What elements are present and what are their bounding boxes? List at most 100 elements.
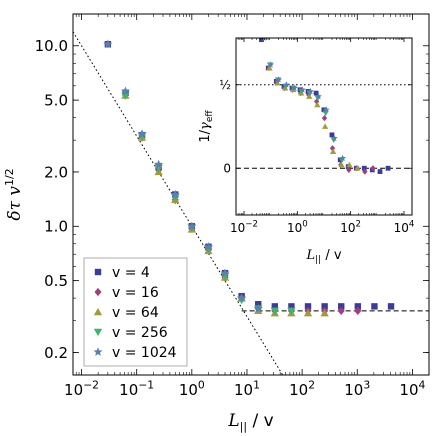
data-point	[346, 161, 353, 168]
data-point	[299, 86, 306, 93]
data-point	[154, 159, 164, 169]
x-tick-base: 10	[234, 381, 253, 399]
x-tick-exponent: 2	[308, 378, 315, 391]
data-point	[371, 303, 378, 310]
legend-label: v = 4	[112, 265, 150, 281]
x-tick-base: 10	[179, 381, 198, 399]
data-point	[204, 245, 213, 253]
x-tick-label: 102	[340, 220, 361, 235]
y-tick-label: 0.2	[44, 344, 68, 362]
data-point	[346, 166, 352, 174]
y-axis-label-symbol: δτ v	[5, 186, 25, 221]
x-tick-label: 10−1	[119, 378, 154, 399]
legend-label: v = 1024	[112, 345, 177, 361]
y-tick-label: 0	[223, 162, 231, 176]
data-point	[321, 303, 328, 310]
inset-x-axis-label-subscript: ||	[315, 255, 321, 265]
x-tick-label: 103	[344, 378, 370, 399]
data-point	[338, 161, 345, 168]
y-tick-label: ½	[219, 78, 231, 92]
inset-x-axis-label-symbol: L	[305, 248, 315, 263]
legend-entry: v = 16	[94, 285, 159, 301]
data-point	[370, 165, 376, 172]
x-tick-exponent: −2	[83, 378, 99, 391]
x-tick-label: 102	[289, 378, 315, 399]
legend-label: v = 64	[112, 305, 159, 321]
data-point	[253, 303, 263, 313]
x-tick-exponent: −1	[138, 378, 154, 391]
data-point	[306, 93, 313, 99]
data-point	[385, 165, 391, 171]
legend-marker	[93, 307, 103, 316]
data-point	[320, 309, 329, 317]
legend-marker	[93, 328, 103, 337]
data-point	[288, 303, 295, 310]
data-point	[275, 76, 283, 83]
data-point	[387, 303, 395, 310]
x-tick-label: 104	[394, 220, 415, 235]
x-tick-exponent: 4	[409, 220, 415, 230]
x-tick-label: 101	[234, 378, 260, 399]
x-tick-base: 10	[394, 221, 409, 235]
data-point	[220, 268, 230, 278]
plot-body	[73, 31, 429, 375]
data-point	[321, 123, 329, 129]
data-point	[307, 87, 314, 95]
data-point	[315, 92, 322, 100]
data-point	[103, 39, 113, 49]
data-point	[313, 90, 319, 96]
data-point	[330, 148, 337, 154]
x-tick-base: 10	[64, 381, 83, 399]
data-point	[137, 129, 147, 138]
data-point	[237, 296, 246, 305]
data-point	[274, 79, 281, 86]
data-point	[337, 157, 343, 163]
inset-y-axis-label: 1/γeff	[198, 110, 215, 143]
x-tick-exponent: 3	[363, 378, 370, 391]
legend-label: v = 256	[112, 325, 168, 341]
inset-y-axis-label-prefix: 1/	[198, 129, 213, 142]
data-point	[187, 221, 197, 231]
legend-entry: v = 4	[94, 265, 150, 281]
series-1024	[261, 38, 347, 162]
legend-entry: v = 1024	[93, 345, 177, 361]
data-point	[314, 101, 321, 108]
x-tick-label: 100	[179, 378, 205, 399]
data-point	[362, 168, 368, 175]
plot-frame	[72, 13, 430, 376]
x-tick-label: 10−2	[230, 220, 258, 235]
legend-entry: v = 256	[93, 325, 168, 341]
y-tick-label: 10.0	[35, 37, 68, 55]
data-point	[271, 303, 279, 310]
data-point	[267, 61, 275, 68]
legend-marker	[94, 268, 102, 276]
data-point	[330, 134, 338, 142]
legend-marker	[93, 347, 103, 356]
x-tick-base: 10	[340, 221, 355, 235]
x-tick-exponent: 1	[253, 378, 260, 391]
power-law-guide	[73, 31, 284, 375]
data-point	[354, 303, 362, 310]
data-point	[329, 132, 335, 138]
data-point	[354, 306, 362, 316]
data-point	[290, 84, 298, 92]
data-point	[354, 165, 361, 171]
inset-y-axis-label-symbol: γ	[198, 122, 213, 130]
data-point	[266, 64, 273, 71]
x-tick-exponent: 0	[198, 378, 205, 391]
y-tick-label: 5.0	[44, 92, 68, 110]
x-tick-base: 10	[344, 381, 363, 399]
x-tick-label: 100	[287, 220, 308, 235]
x-tick-base: 10	[289, 381, 308, 399]
data-point	[322, 106, 330, 113]
data-point	[304, 303, 312, 310]
data-point	[203, 241, 213, 251]
legend: v = 4 v = 16 v = 64 v = 256 v = 1024	[83, 257, 188, 367]
series-1024	[103, 39, 263, 313]
data-point	[338, 303, 345, 310]
data-point	[287, 307, 296, 316]
data-point	[170, 189, 180, 199]
data-point	[339, 154, 347, 162]
